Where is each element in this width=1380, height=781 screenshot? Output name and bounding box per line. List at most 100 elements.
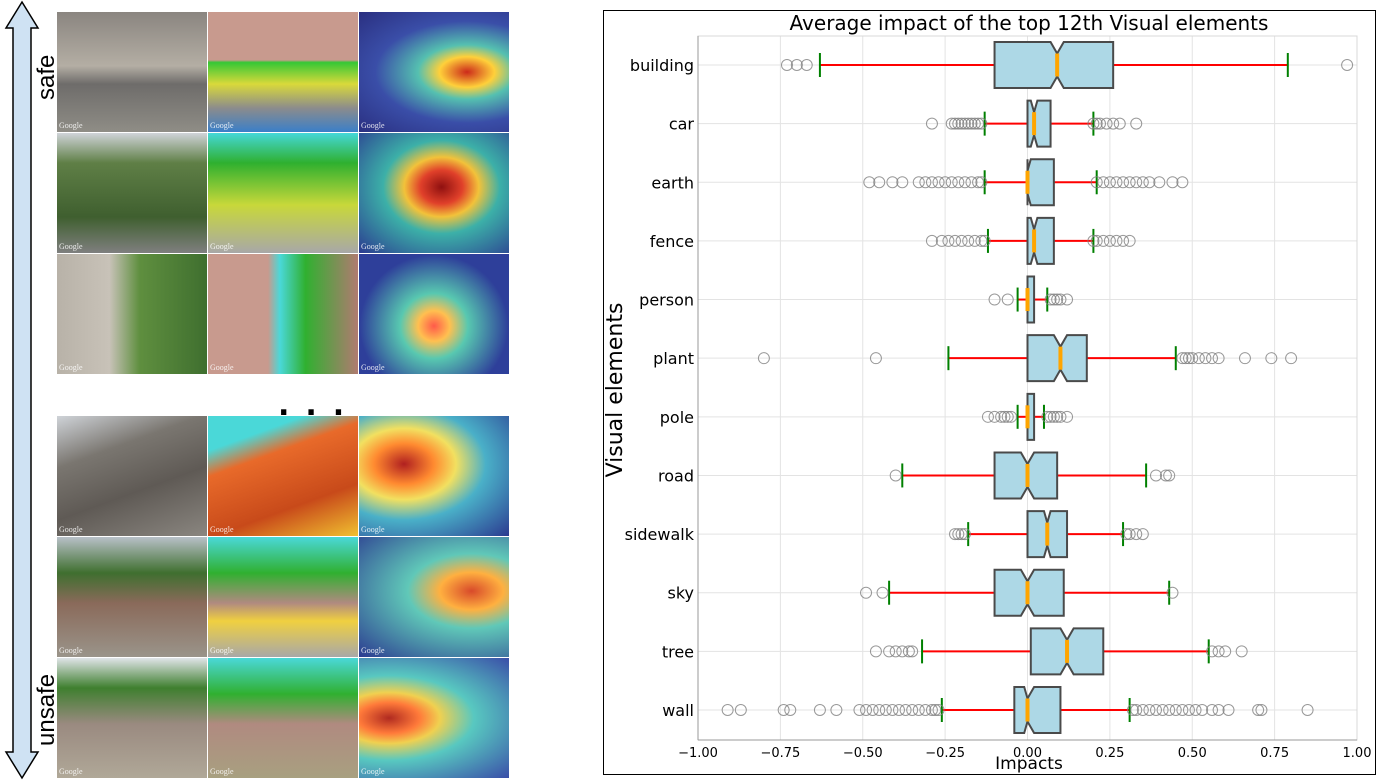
outlier-point	[780, 59, 793, 71]
outlier-point	[1001, 410, 1014, 423]
safe-segmentation-map-2: Google	[208, 133, 358, 253]
outlier-point	[972, 117, 985, 130]
outlier-point	[1163, 469, 1176, 482]
google-watermark: Google	[361, 646, 385, 655]
outlier-point	[1130, 528, 1143, 541]
outlier-point	[1087, 117, 1100, 130]
outlier-point	[1103, 234, 1116, 247]
outlier-point	[1100, 117, 1113, 130]
google-watermark: Google	[361, 525, 385, 534]
outlier-point	[1192, 352, 1205, 365]
outlier-point	[975, 176, 988, 189]
x-tick-label: 0.25	[1095, 746, 1124, 761]
outlier-point	[1110, 176, 1123, 189]
x-tick-label: −0.25	[925, 746, 965, 761]
box-wall	[721, 686, 1314, 734]
outlier-point	[965, 176, 978, 189]
outlier-point	[1090, 234, 1103, 247]
box-fence	[925, 216, 1136, 265]
outlier-point	[952, 176, 965, 189]
outlier-point	[1212, 645, 1225, 658]
y-tick-label: road	[658, 466, 694, 485]
x-tick-label: 0.75	[1260, 746, 1289, 761]
outlier-point	[1212, 704, 1225, 716]
outlier-point	[1255, 704, 1268, 716]
outlier-point	[1120, 528, 1133, 541]
boxes	[721, 41, 1354, 734]
outlier-point	[1150, 469, 1163, 482]
tick-labels: −1.00 −0.75 −0.50 −0.25 0.00 0.25 0.50 0.75 1.00…	[625, 56, 1372, 761]
outlier-point	[721, 704, 734, 716]
outlier-point	[1130, 117, 1143, 130]
outlier-point	[919, 176, 932, 189]
outlier-point	[873, 176, 886, 189]
safe-image-grid: Google Google Google Google Google Google Goog…	[57, 12, 509, 374]
outlier-point	[1103, 176, 1116, 189]
box-body	[1026, 99, 1052, 148]
outlier-point	[1153, 176, 1166, 189]
outlier-point	[1252, 704, 1265, 716]
outlier-point	[1159, 469, 1172, 482]
google-watermark: Google	[59, 525, 83, 534]
outlier-point	[962, 117, 975, 130]
outlier-point	[1265, 352, 1278, 365]
x-tick-label: −0.50	[843, 746, 883, 761]
box-body	[1026, 216, 1055, 265]
outlier-point	[1235, 645, 1248, 658]
outlier-point	[939, 176, 952, 189]
outlier-point	[873, 704, 886, 716]
outlier-point	[925, 117, 938, 130]
outlier-point	[995, 410, 1008, 423]
outlier-point	[757, 352, 770, 365]
outlier-point	[889, 469, 902, 482]
outlier-point	[1186, 352, 1199, 365]
y-tick-label: wall	[662, 701, 694, 720]
outlier-point	[968, 234, 981, 247]
y-tick-label: person	[639, 291, 694, 310]
outlier-point	[866, 704, 879, 716]
outlier-point	[932, 176, 945, 189]
google-watermark: Google	[361, 363, 385, 372]
outlier-point	[886, 176, 899, 189]
google-watermark: Google	[59, 646, 83, 655]
google-watermark: Google	[59, 242, 83, 251]
x-tick-label: 0.50	[1178, 746, 1207, 761]
outlier-point	[1123, 234, 1136, 247]
outlier-point	[958, 117, 971, 130]
outlier-point	[1087, 234, 1100, 247]
outlier-point	[906, 645, 919, 658]
outlier-point	[1047, 410, 1060, 423]
y-tick-label: pole	[660, 408, 694, 427]
outlier-point	[1041, 410, 1054, 423]
outlier-point	[955, 234, 968, 247]
unsafe-image-grid: Google Google Google Google Google Google Goog…	[57, 416, 509, 778]
outlier-point	[860, 586, 873, 599]
outlier-point	[1176, 352, 1189, 365]
outlier-point	[1051, 293, 1064, 306]
y-tick-label: sidewalk	[625, 525, 695, 544]
outlier-point	[1206, 645, 1219, 658]
x-tick-label: 1.00	[1343, 746, 1372, 761]
outlier-point	[1061, 410, 1074, 423]
outlier-point	[1136, 704, 1149, 716]
outlier-point	[988, 293, 1001, 306]
outlier-point	[1143, 176, 1156, 189]
y-tick-label: earth	[651, 173, 694, 192]
outlier-point	[830, 704, 843, 716]
outlier-point	[1117, 176, 1130, 189]
outlier-point	[965, 117, 978, 130]
outlier-point	[949, 234, 962, 247]
outlier-point	[777, 704, 790, 716]
outlier-point	[935, 234, 948, 247]
y-tick-label: plant	[653, 349, 694, 368]
outlier-point	[932, 704, 945, 716]
outlier-point	[1126, 704, 1139, 716]
outlier-point	[886, 704, 899, 716]
outlier-point	[1285, 352, 1298, 365]
outlier-point	[912, 704, 925, 716]
box-person	[988, 275, 1074, 324]
safe-street-photo-3: Google	[57, 254, 207, 374]
x-tick-label: 0.00	[1013, 746, 1042, 761]
outlier-point	[912, 176, 925, 189]
